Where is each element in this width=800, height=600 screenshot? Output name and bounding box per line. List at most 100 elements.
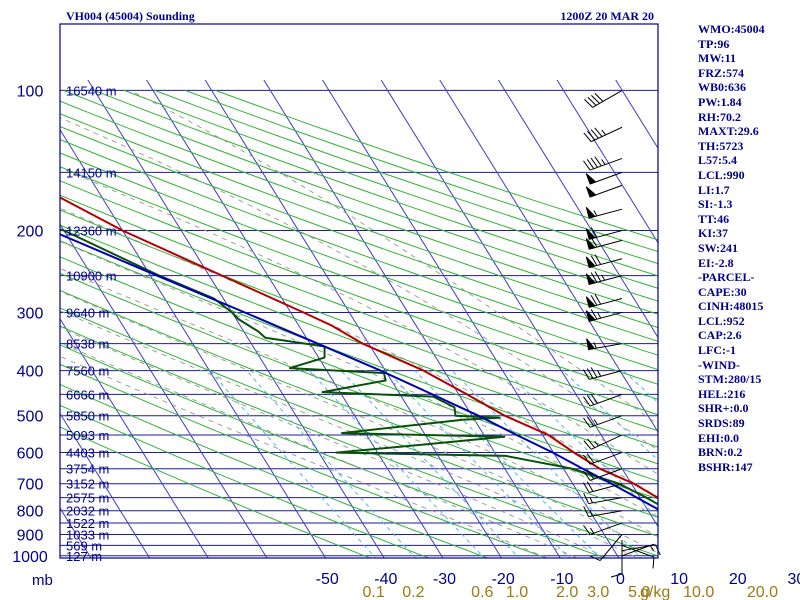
height-level-label: 16540 m xyxy=(66,83,117,98)
stat-line: L57:5.4 xyxy=(698,153,737,168)
wind-barb xyxy=(583,468,623,481)
wind-barb xyxy=(610,540,623,578)
mixing-ratio-label: 0.6 xyxy=(471,584,493,600)
pressure-tick-label: 100 xyxy=(17,83,44,100)
mixing-ratio-label: 10.0 xyxy=(683,584,714,600)
wind-barb xyxy=(582,481,623,493)
stat-line: EHI:0.0 xyxy=(698,430,740,445)
temperature-tick-label: -20 xyxy=(492,571,515,588)
stat-line: -WIND- xyxy=(698,357,740,372)
wind-barb xyxy=(585,207,623,219)
dry-adiabat-line xyxy=(60,404,431,558)
moist-adiabat-line xyxy=(60,268,658,537)
stat-line: MAXT:29.6 xyxy=(698,124,759,139)
wind-barb xyxy=(586,338,623,351)
pressure-tick-label: 500 xyxy=(17,409,44,426)
stat-line: CINH:48015 xyxy=(698,299,764,314)
height-level-label: 10900 m xyxy=(66,269,117,284)
pressure-tick-label: 800 xyxy=(17,504,44,521)
wind-barb xyxy=(621,544,655,569)
stat-line: EI:-2.8 xyxy=(698,255,734,270)
isotherm-line xyxy=(60,317,209,558)
stat-line: SHR+:0.0 xyxy=(698,401,749,416)
stat-line: SI:-1.3 xyxy=(698,197,733,212)
height-level-label: 14150 m xyxy=(66,165,117,180)
dry-adiabat-line xyxy=(60,138,658,356)
dry-adiabat-line xyxy=(60,125,658,342)
dry-adiabat-line xyxy=(60,180,658,400)
mixing-ratio-label: 0.1 xyxy=(363,584,385,600)
height-level-label: 5093 m xyxy=(66,428,109,443)
temperature-profile xyxy=(60,196,658,500)
temperature-tick-label: -30 xyxy=(433,571,456,588)
mixing-ratio-line xyxy=(309,370,486,558)
wind-barb xyxy=(584,89,623,108)
wind-barb xyxy=(585,171,623,185)
mixing-ratio-unit-label: g/kg xyxy=(640,584,670,600)
dry-adiabat-line xyxy=(60,240,658,465)
dry-adiabat-line xyxy=(60,383,490,558)
stat-line: CAPE:30 xyxy=(698,284,747,299)
dry-adiabat-line xyxy=(60,426,372,558)
stat-line: FRZ:574 xyxy=(698,65,744,80)
temperature-tick-label: -50 xyxy=(316,571,339,588)
moist-adiabat-line xyxy=(60,355,549,558)
height-level-label: 1522 m xyxy=(66,516,109,531)
height-level-label: 4403 m xyxy=(66,446,109,461)
height-level-label: 2032 m xyxy=(66,504,109,519)
stat-line: WMO:45004 xyxy=(698,22,765,36)
height-level-label: 1033 m xyxy=(66,528,109,543)
pressure-tick-label: 1000 xyxy=(12,549,48,566)
wind-barb xyxy=(583,493,623,505)
height-level-label: 9640 m xyxy=(66,305,109,320)
dry-adiabat-line xyxy=(60,113,658,329)
isotherm-line xyxy=(146,79,444,558)
temperature-tick-label: -10 xyxy=(550,571,573,588)
moist-adiabat-line xyxy=(60,327,609,558)
height-level-label: 12360 m xyxy=(66,223,117,238)
stat-line: BRN:0.2 xyxy=(698,445,743,460)
mixing-ratio-label: 1.0 xyxy=(506,584,528,600)
dry-adiabat-line xyxy=(60,325,658,557)
wind-barb xyxy=(583,452,623,465)
temperature-tick-label: 30 xyxy=(788,571,800,588)
height-level-label: 5850 m xyxy=(66,409,109,424)
stat-line: KI:37 xyxy=(698,226,728,241)
mixing-ratio-line xyxy=(340,370,520,558)
stat-line: LFC:-1 xyxy=(698,343,736,358)
stat-line: TT:46 xyxy=(698,211,730,226)
isotherm-line xyxy=(380,79,658,528)
wind-barb xyxy=(583,393,623,407)
height-level-label: 8538 m xyxy=(66,337,109,352)
dry-adiabat-line xyxy=(60,344,607,558)
isotherm-line xyxy=(439,79,658,433)
height-level-label: 3754 m xyxy=(66,462,109,477)
pressure-tick-label: 700 xyxy=(17,477,44,494)
wind-barb xyxy=(583,434,623,450)
stat-line: CAP:2.6 xyxy=(698,328,742,343)
dry-adiabat-line xyxy=(60,209,658,432)
stat-line: BSHR:147 xyxy=(698,459,753,474)
temperature-tick-label: 10 xyxy=(670,571,688,588)
stat-line: MW:11 xyxy=(698,51,736,66)
wind-barb xyxy=(583,126,623,143)
y-axis-unit-label: mb xyxy=(32,572,53,589)
parcel-profile xyxy=(60,233,658,511)
station-title: VH004 (45004) Sounding xyxy=(66,9,195,23)
pressure-tick-label: 600 xyxy=(17,446,44,463)
moist-adiabat-line xyxy=(60,117,658,451)
dry-adiabat-line xyxy=(60,289,658,518)
isotherm-line xyxy=(87,79,385,558)
mixing-ratio-label: 5.0 xyxy=(628,584,650,600)
height-level-label: 7560 m xyxy=(66,364,109,379)
stat-line: PW:1.84 xyxy=(698,94,742,109)
dry-adiabat-line xyxy=(60,363,548,558)
temperature-tick-label: 0 xyxy=(616,571,625,588)
stat-line: -PARCEL- xyxy=(698,270,755,285)
height-level-label: 6666 m xyxy=(66,387,109,402)
stat-line: WB0:636 xyxy=(698,80,746,95)
wind-barb xyxy=(583,522,623,536)
dry-adiabat-line xyxy=(60,272,658,500)
plot-frame xyxy=(59,23,659,559)
